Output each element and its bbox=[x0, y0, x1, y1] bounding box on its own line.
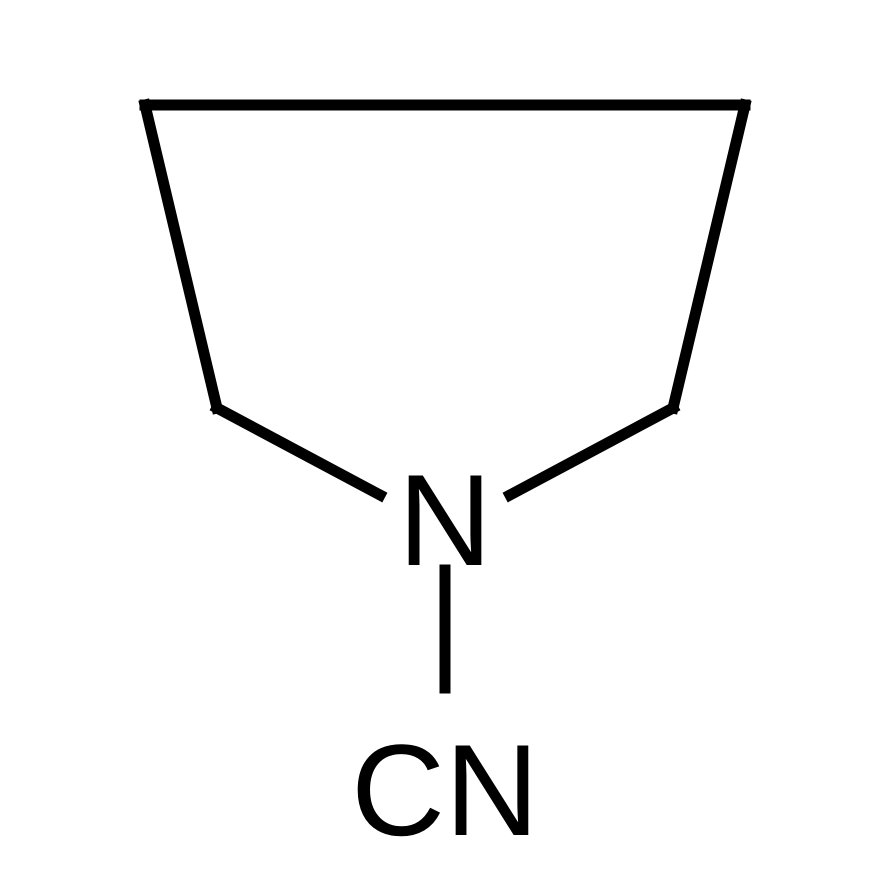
bond bbox=[673, 105, 745, 408]
chemical-structure-diagram: N CN bbox=[0, 0, 890, 890]
atom-label-N_ring: N bbox=[398, 447, 492, 593]
bonds-group bbox=[145, 105, 745, 688]
bond bbox=[217, 408, 380, 495]
atom-label-CN: CN bbox=[351, 717, 539, 863]
bond bbox=[510, 408, 673, 495]
bond bbox=[145, 105, 217, 408]
